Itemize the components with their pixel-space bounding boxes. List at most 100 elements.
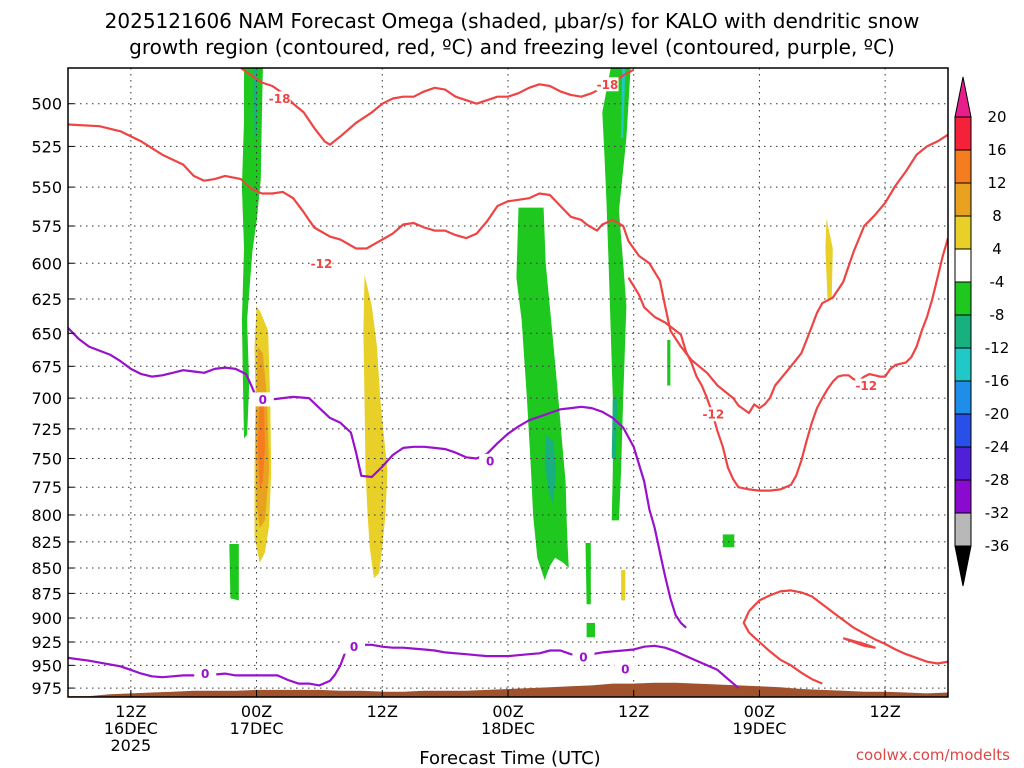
contour-label-bg-1 (596, 77, 619, 92)
x-tick-label-30-0: 12Z (367, 702, 398, 721)
y-tick-label-575: 575 (31, 217, 62, 236)
y-tick-label-725: 725 (31, 420, 62, 439)
y-tick-label-875: 875 (31, 584, 62, 603)
x-axis-label: Forecast Time (UTC) (419, 748, 600, 768)
omega-region-5 (363, 274, 388, 579)
contour-minus12-island (842, 637, 876, 649)
contour-label-5: 0 (259, 393, 267, 407)
colorbar-label-2: 12 (987, 174, 1006, 192)
x-tick-label-54-0: 12Z (618, 702, 649, 721)
contour-label-bg-4 (855, 378, 878, 393)
omega-region-11 (611, 398, 617, 459)
y-tick-label-525: 525 (31, 137, 62, 156)
colorbar-swatch-8 (954, 380, 972, 415)
x-tick-label-42-0: 00Z (492, 702, 523, 721)
colorbar-label-11: -28 (985, 471, 1010, 489)
colorbar-swatch-7 (954, 347, 972, 382)
colorbar-label-13: -36 (985, 537, 1010, 555)
contour-minus12-lower (627, 237, 948, 492)
omega-region-1 (253, 68, 258, 138)
contour-labels: -18 -18 -12 -12 -12 0 0 0 0 0 0 (194, 77, 878, 681)
contour-label-bg-8 (343, 639, 365, 654)
colorbar-swatch-1 (954, 149, 972, 184)
contour-label-7: 0 (201, 667, 209, 681)
contour-label-bg-0 (268, 91, 291, 106)
omega-region-4 (257, 398, 265, 488)
terrain-surface (68, 682, 948, 697)
omega-region-14 (667, 340, 671, 386)
y-tick-label-650: 650 (31, 324, 62, 343)
contour-label-bg-3 (702, 407, 725, 422)
contour-label-9: 0 (579, 651, 587, 665)
omega-region-6 (229, 544, 239, 601)
omega-region-17 (825, 218, 833, 299)
y-tick-label-800: 800 (31, 506, 62, 525)
contour-label-2: -12 (311, 257, 333, 271)
y-tick-label-850: 850 (31, 559, 62, 578)
colorbar-label-8: -16 (985, 372, 1010, 390)
y-tick-label-675: 675 (31, 357, 62, 376)
x-tick-label-6-0: 12Z (115, 702, 146, 721)
chart-title-line-2: growth region (contoured, red, ºC) and f… (129, 35, 895, 59)
y-tick-label-700: 700 (31, 389, 62, 408)
x-tick-label-66-0: 00Z (744, 702, 775, 721)
x-tick-label-42-1: 18DEC (481, 719, 535, 738)
colorbar-label-12: -32 (985, 504, 1010, 522)
contour-lines (68, 68, 948, 689)
colorbar-label-3: 8 (992, 207, 1002, 225)
contour-label-bg-6 (479, 453, 502, 468)
omega-region-9 (602, 68, 631, 521)
y-tick-label-750: 750 (31, 450, 62, 469)
y-tick-label-775: 775 (31, 478, 62, 497)
colorbar-label-7: -12 (985, 339, 1010, 357)
contour-label-bg-2 (310, 256, 333, 271)
colorbar-swatch-0 (954, 116, 972, 151)
contour-freezing-upper (68, 327, 687, 629)
colorbar-swatch-10 (954, 446, 972, 481)
colorbar-label-9: -20 (985, 405, 1010, 423)
x-tick-label-6-2: 2025 (110, 736, 151, 755)
contour-label-bg-9 (572, 650, 595, 665)
contour-label-4: -12 (855, 379, 877, 393)
y-tick-label-900: 900 (31, 609, 62, 628)
y-tick-label-600: 600 (31, 254, 62, 273)
omega-region-10 (621, 68, 626, 138)
colorbar-label-1: 16 (987, 141, 1006, 159)
colorbar-swatch-5 (954, 281, 972, 316)
colorbar-swatch-2 (954, 182, 972, 217)
colorbar-swatch-6 (954, 314, 972, 349)
contour-label-bg-5 (251, 392, 274, 407)
colorbar-swatch-11 (954, 479, 972, 514)
y-tick-label-625: 625 (31, 290, 62, 309)
grid-lines (68, 68, 948, 697)
colorbar-label-4: 4 (992, 240, 1002, 258)
y-tick-label-825: 825 (31, 533, 62, 552)
y-axis: 500 525 550 575 600 625 650 675 700 725 750 775 800 8… (31, 95, 74, 698)
omega-region-0 (241, 68, 263, 439)
contour-minus12-upper (68, 123, 948, 415)
contour-freezing-lower (68, 643, 740, 689)
colorbar-bottom-arrow (954, 545, 972, 587)
contour-label-6: 0 (486, 454, 494, 468)
contour-label-1: -18 (597, 78, 619, 92)
colorbar-label-6: -8 (990, 306, 1005, 324)
colorbar-label-10: -24 (985, 438, 1010, 456)
contour-label-8: 0 (350, 640, 358, 654)
y-tick-label-950: 950 (31, 656, 62, 675)
terrain-fill (68, 682, 948, 697)
colorbar: 20 16 12 8 4 -4 -8 -12 -16 -20 -24 -28 -32 -36 (954, 76, 1010, 587)
omega-region-8 (544, 434, 557, 504)
contour-label-bg-10 (614, 662, 637, 677)
omega-region-13 (586, 622, 595, 638)
contour-minus12-bottom (748, 589, 948, 665)
omega-region-7 (516, 207, 569, 581)
chart-title-line-1: 2025121606 NAM Forecast Omega (shaded, μ… (104, 9, 920, 33)
x-tick-label-78-0: 12Z (869, 702, 900, 721)
colorbar-label-5: -4 (990, 273, 1005, 291)
colorbar-label-0: 20 (987, 108, 1006, 126)
x-tick-label-6-1: 16DEC (104, 719, 158, 738)
chart-title: 2025121606 NAM Forecast Omega (shaded, μ… (0, 8, 1024, 60)
x-tick-label-18-1: 17DEC (230, 719, 284, 738)
contour-label-0: -18 (269, 92, 291, 106)
